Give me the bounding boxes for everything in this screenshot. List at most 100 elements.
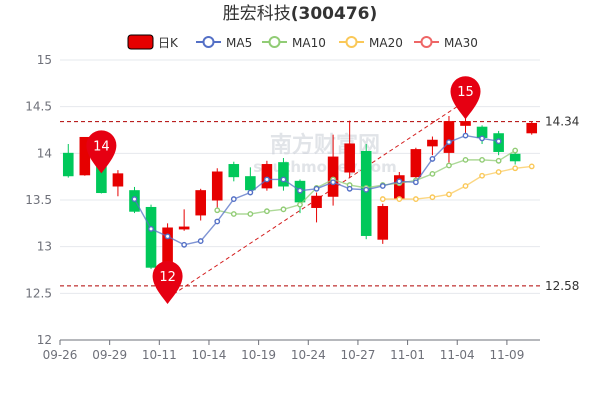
candle-body: [112, 173, 124, 187]
candle-body: [360, 150, 372, 236]
ma20-point: [528, 163, 535, 170]
candle-body: [509, 153, 521, 162]
candle: [211, 168, 223, 208]
candle: [410, 147, 422, 180]
ma10-point: [446, 162, 452, 169]
ma5-point: [495, 138, 502, 145]
candle-body: [427, 139, 438, 147]
marker-label: 15: [457, 85, 474, 100]
ma20-line: [382, 165, 532, 200]
ma10-point: [462, 156, 469, 163]
candle-body: [377, 206, 389, 240]
candle: [261, 160, 273, 191]
ma10-point: [495, 157, 502, 164]
candle-body: [145, 206, 157, 268]
candle-body: [410, 149, 422, 178]
reference-label: 14.34: [545, 115, 579, 129]
ma5-point: [181, 241, 188, 248]
candle: [344, 120, 355, 178]
ma5-point: [197, 238, 204, 244]
ma20-point: [446, 191, 452, 198]
candle-body: [178, 226, 190, 230]
y-tick-label: 15: [37, 53, 52, 67]
candle: [195, 188, 206, 221]
legend-swatch-kline: [127, 34, 154, 50]
candle-body: [211, 171, 223, 201]
ma10-point: [429, 170, 436, 177]
stock-code: (300476): [291, 4, 378, 24]
ma20-point: [429, 194, 436, 201]
candle-body: [261, 164, 273, 189]
ma10-point: [263, 208, 270, 215]
marker-label: 14: [93, 139, 110, 154]
ma20-point: [479, 172, 485, 179]
candle: [311, 192, 322, 223]
ma5-point: [479, 135, 485, 142]
stock-name: 胜宏科技: [223, 4, 291, 24]
y-tick-label: 12: [37, 333, 52, 347]
ma5-point: [131, 196, 138, 202]
x-tick-label: 11-09: [489, 348, 524, 362]
candle-body: [460, 121, 471, 126]
legend-item: MA30: [414, 36, 478, 50]
legend-label: MA5: [226, 36, 252, 50]
x-tick-label: 10-14: [192, 348, 227, 362]
ma10-point: [280, 206, 287, 213]
candle-body: [245, 176, 256, 191]
ma5-point: [429, 156, 436, 162]
ma20-series: [379, 163, 535, 202]
legend-label: MA20: [369, 36, 403, 50]
ma5-point: [446, 139, 452, 146]
ma10-point: [512, 147, 519, 154]
candle: [178, 209, 190, 231]
ma5-series: [131, 132, 502, 248]
price-marker: 12: [152, 261, 183, 304]
x-tick-label: 11-01: [390, 348, 425, 362]
ma10-point: [230, 211, 237, 217]
legend-item: MA5: [196, 36, 252, 50]
ma20-point: [379, 196, 386, 202]
candle-body: [195, 190, 206, 216]
legend-item: MA20: [339, 36, 403, 50]
candle: [112, 170, 124, 197]
price-marker: 14: [86, 130, 117, 174]
watermark-subtext: southmoney.com: [253, 158, 396, 176]
x-tick-label: 10-24: [291, 348, 326, 362]
x-tick-label: 10-27: [340, 348, 375, 362]
candle-body: [526, 122, 538, 134]
candle-body: [62, 152, 74, 177]
legend-item: MA10: [262, 36, 326, 50]
candle-body: [278, 162, 289, 187]
price-marker: 15: [450, 76, 481, 120]
ma20-point: [512, 165, 519, 172]
candle: [377, 203, 389, 244]
marker-pin: [450, 76, 481, 120]
candle-body: [311, 195, 322, 208]
y-tick-label: 12.5: [25, 286, 52, 300]
legend-swatch-dot: [345, 36, 358, 48]
chart-title: 胜宏科技(300476): [223, 4, 378, 24]
legend: 日K MA5 MA10 MA20 MA30: [127, 34, 478, 50]
legend-swatch-dot: [420, 36, 433, 48]
marker-pin: [152, 261, 183, 304]
ma5-point: [164, 233, 171, 240]
ma20-point: [462, 183, 469, 189]
x-tick-label: 09-26: [43, 348, 78, 362]
ma5-point: [396, 178, 403, 185]
y-tick-label: 13.5: [25, 193, 52, 207]
ma5-point: [330, 179, 337, 186]
ma10-point: [297, 201, 303, 208]
candle: [509, 151, 521, 165]
reference-label: 12.58: [545, 279, 579, 293]
x-axis: 09-26 09-29 10-11 10-14 10-19 10-24 10-27 11-01…: [43, 339, 540, 362]
y-tick-label: 14: [37, 146, 52, 160]
y-axis: 12 12.5 13 13.5 14 14.5 15: [25, 53, 52, 347]
ma10-point: [247, 211, 254, 217]
legend-swatch-dot: [268, 36, 281, 48]
ma20-point: [412, 196, 419, 202]
candle-body: [443, 121, 455, 153]
legend-label: MA10: [292, 36, 326, 50]
candle: [228, 161, 240, 182]
ma5-point: [148, 226, 154, 232]
